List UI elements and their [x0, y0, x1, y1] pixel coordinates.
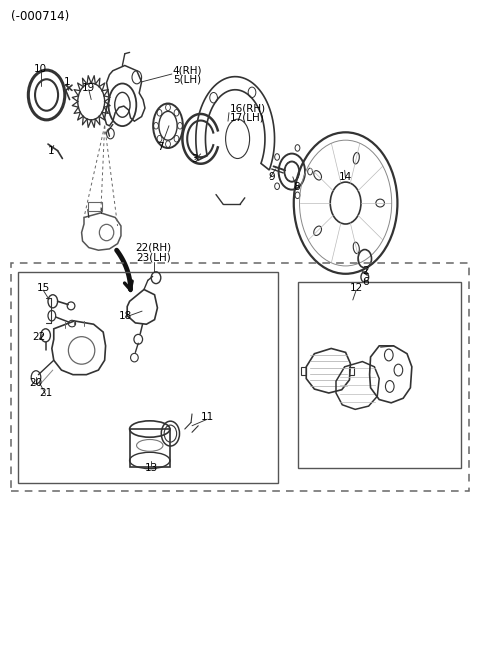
Text: 6: 6 — [362, 276, 369, 287]
Text: 23(LH): 23(LH) — [136, 252, 171, 263]
Text: 21: 21 — [39, 388, 52, 398]
Text: 8: 8 — [293, 181, 300, 192]
Text: 15: 15 — [36, 283, 50, 293]
Text: 4(RH): 4(RH) — [173, 65, 202, 75]
Text: 20: 20 — [29, 378, 43, 388]
Text: 14: 14 — [339, 172, 352, 182]
Bar — [18, 272, 278, 483]
Text: 1: 1 — [48, 145, 55, 156]
Text: 1: 1 — [64, 77, 71, 87]
Text: 22: 22 — [33, 332, 46, 343]
Text: 17(LH): 17(LH) — [229, 113, 264, 123]
Bar — [11, 263, 469, 491]
Text: (-000714): (-000714) — [11, 10, 69, 23]
Text: 13: 13 — [144, 463, 158, 474]
Text: 11: 11 — [201, 412, 214, 422]
Text: 5(LH): 5(LH) — [173, 75, 201, 85]
Text: 22(RH): 22(RH) — [135, 242, 172, 253]
Bar — [88, 202, 102, 211]
Bar — [130, 429, 170, 467]
Text: 9: 9 — [268, 172, 275, 182]
Text: 7: 7 — [157, 142, 164, 153]
Text: 18: 18 — [119, 310, 132, 321]
Text: 12: 12 — [349, 283, 363, 293]
Text: 3: 3 — [191, 153, 198, 164]
Text: 10: 10 — [34, 64, 48, 74]
Text: 19: 19 — [82, 83, 96, 94]
Text: 2: 2 — [362, 265, 369, 276]
Text: 16(RH): 16(RH) — [229, 103, 265, 113]
Bar — [298, 282, 461, 468]
